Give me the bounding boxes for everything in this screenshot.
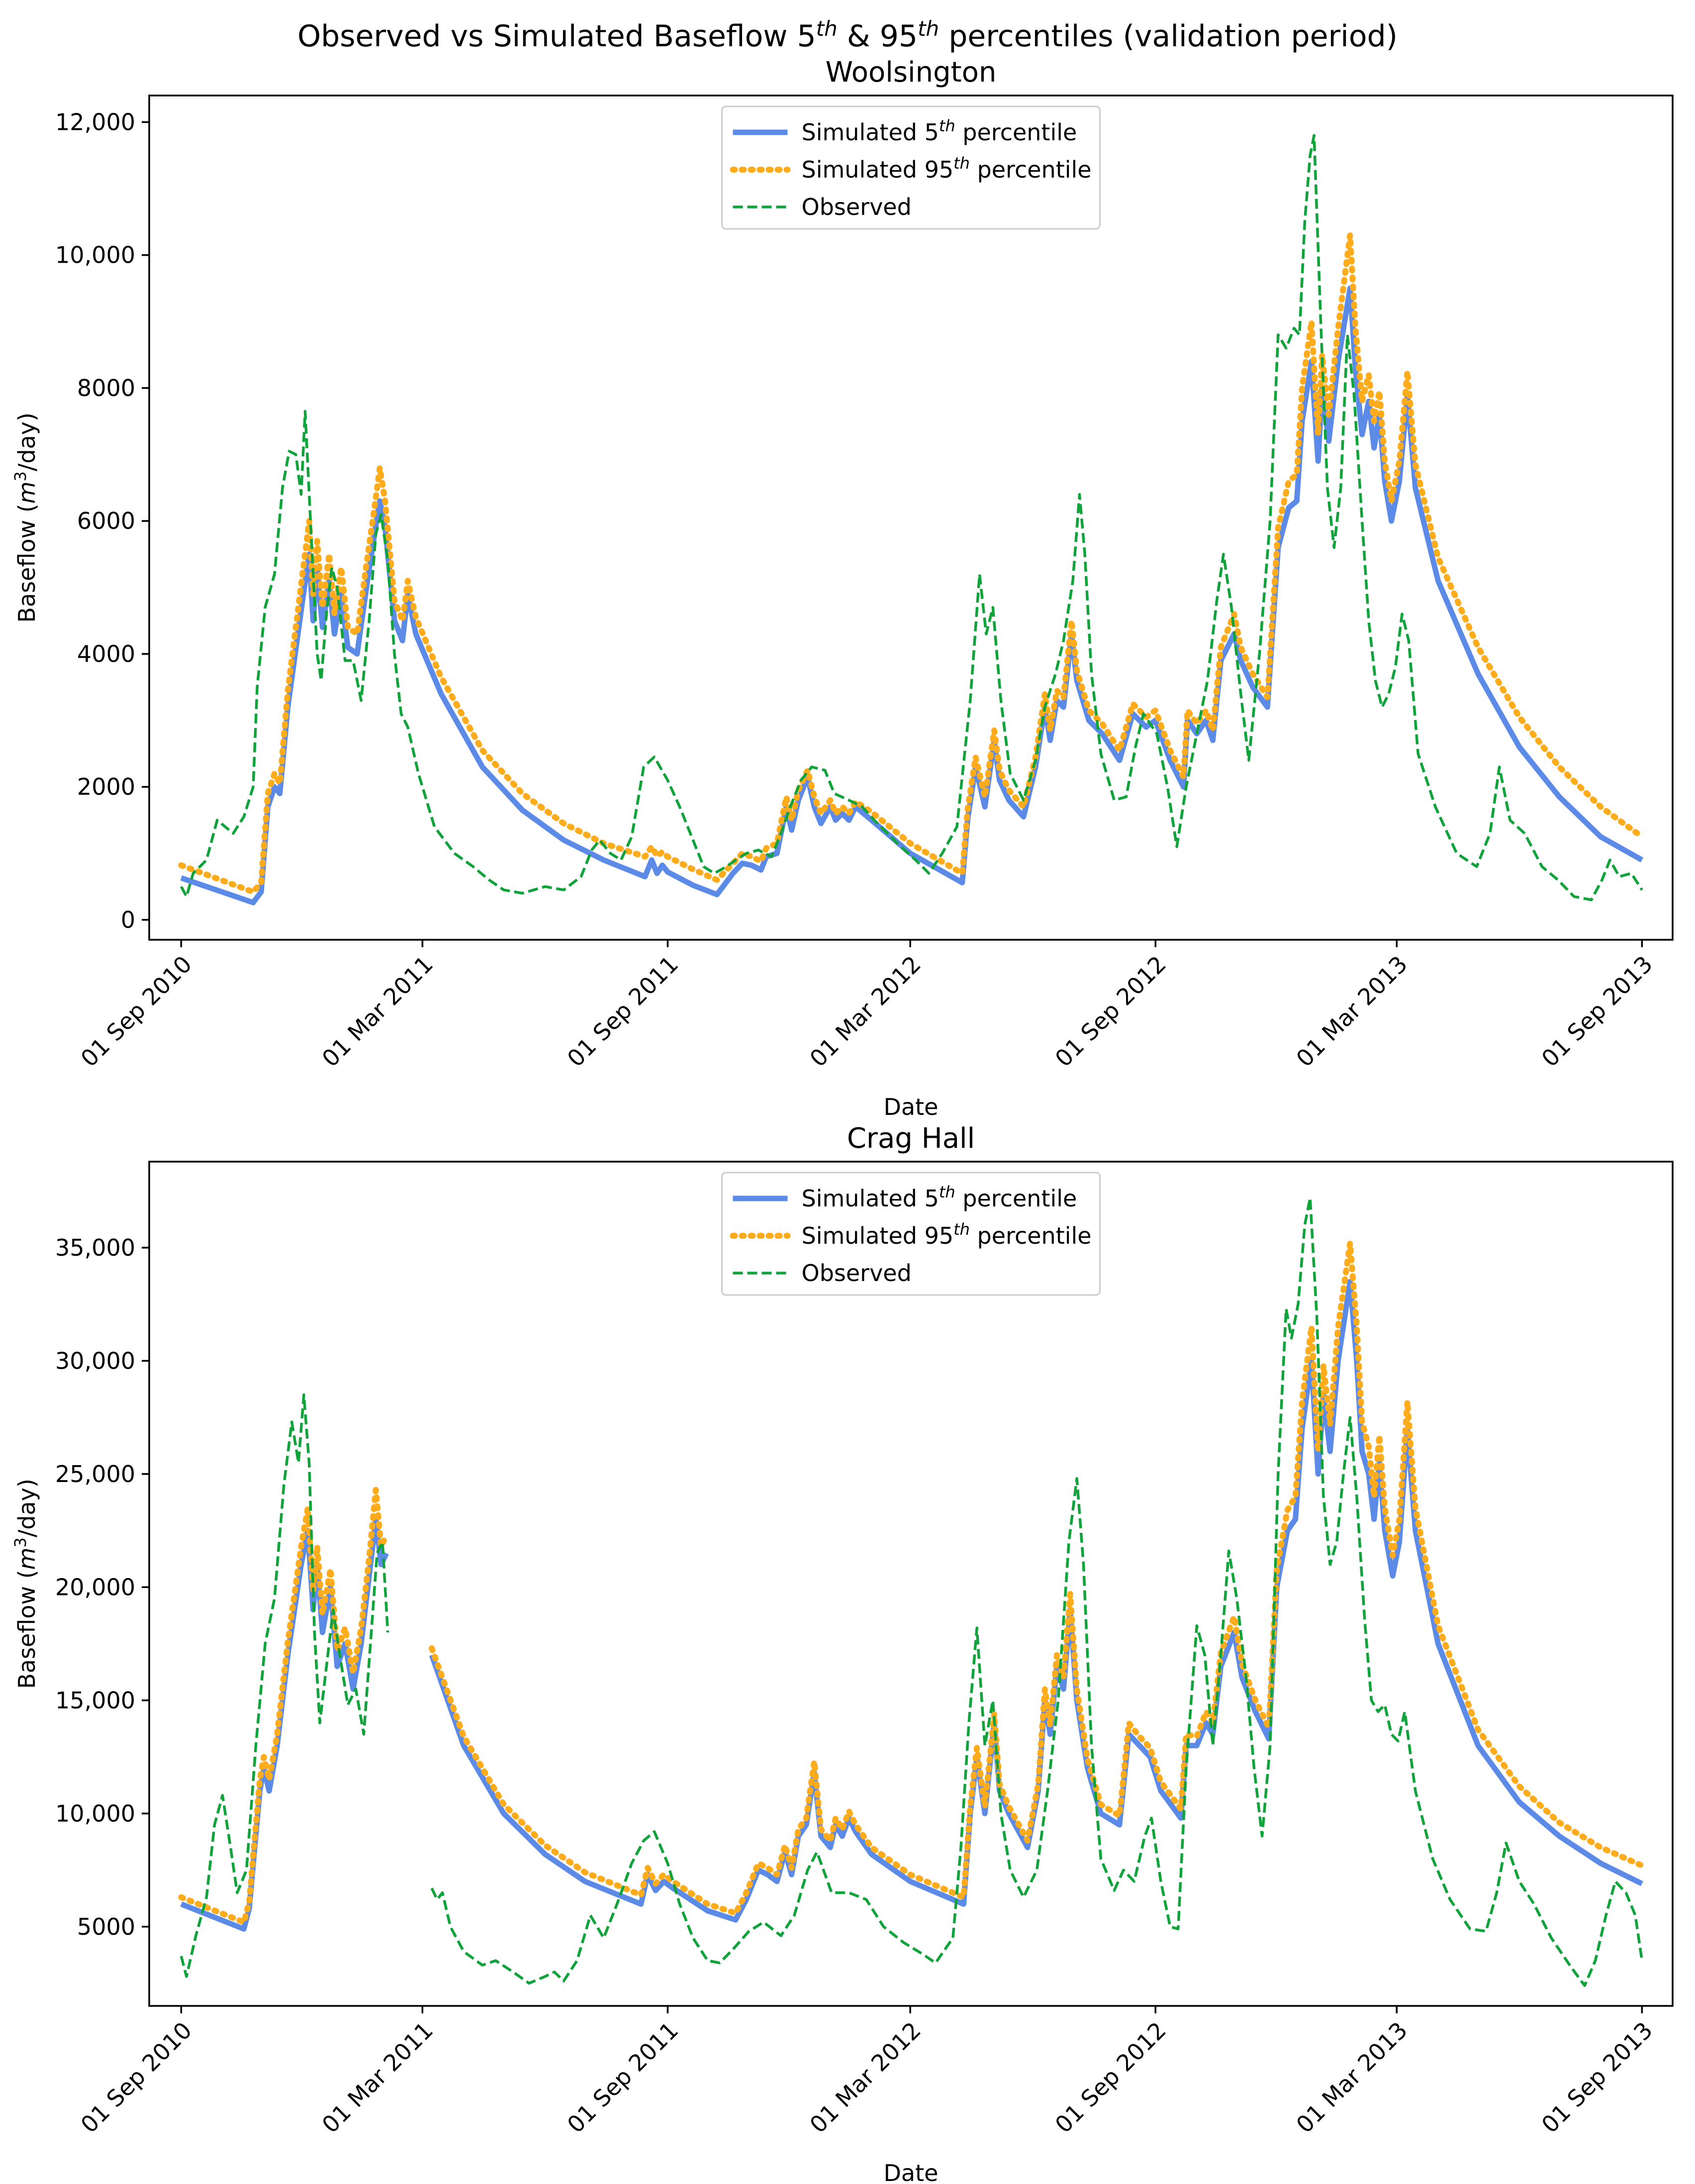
chart-2: Crag Hall 5000 10,000 15,000 20,000 25,000 30,… (11, 1122, 1674, 2184)
x-tick-label: 01 Mar 2011 (317, 951, 438, 1072)
x-tick-label: 01 Sep 2013 (1536, 2017, 1658, 2138)
series-line-observed-seg1 (180, 1393, 389, 1978)
y-axis-label: Baseflow (m3/day) (11, 412, 40, 623)
y-tick-label: 35,000 (55, 1234, 135, 1261)
x-tick-label: 01 Mar 2012 (805, 2017, 926, 2138)
series-line-sim5-seg1 (180, 1516, 389, 1932)
series-line-observed-seg2 (430, 1196, 1644, 1987)
legend-label-sim5: Simulated 5th percentile (802, 116, 1077, 146)
y-tick-label: 8000 (77, 375, 135, 401)
x-tick-label: 01 Sep 2012 (1050, 951, 1171, 1072)
chart-1: Woolsington 0 2000 4000 6000 8000 10,000 12,000… (11, 56, 1674, 1120)
y-tick-label: 6000 (77, 507, 135, 534)
series-group (178, 134, 1645, 905)
series-line-sim5-seg2 (429, 1279, 1643, 1923)
series-line-sim95-seg1 (178, 1487, 389, 1925)
chart-title: Crag Hall (847, 1122, 975, 1155)
y-tick-label: 0 (121, 906, 135, 933)
y-tick-label: 20,000 (55, 1574, 135, 1600)
legend: Simulated 5th percentile Simulated 95th p… (721, 105, 1101, 230)
series-line-observed (180, 134, 1643, 901)
y-tick-label: 15,000 (55, 1687, 135, 1714)
x-tick-label: 01 Sep 2012 (1050, 2017, 1171, 2138)
x-tick-label: 01 Sep 2011 (562, 951, 683, 1072)
chart-title: Woolsington (826, 56, 997, 89)
legend-box (721, 105, 1101, 230)
y-tick-label: 25,000 (55, 1461, 135, 1488)
x-tick-label: 01 Sep 2010 (76, 951, 197, 1072)
x-tick-label: 01 Sep 2013 (1536, 951, 1658, 1072)
y-tick-label: 30,000 (55, 1347, 135, 1374)
x-axis-label: Date (884, 1093, 939, 1120)
legend-label-sim95: Simulated 95th percentile (802, 1220, 1092, 1249)
x-tick-label: 01 Sep 2011 (562, 2017, 683, 2138)
y-tick-label: 10,000 (55, 1800, 135, 1827)
legend-label-sim95: Simulated 95th percentile (802, 154, 1092, 183)
y-tick-label: 2000 (77, 774, 135, 800)
series-group (178, 1196, 1645, 1987)
series-line-sim5 (180, 286, 1644, 905)
y-tick-label: 4000 (77, 640, 135, 667)
y-tick-label: 12,000 (55, 108, 135, 135)
legend: Simulated 5th percentile Simulated 95th p… (721, 1172, 1101, 1296)
y-tick-label: 5000 (77, 1913, 135, 1940)
legend-label-observed: Observed (802, 194, 912, 220)
legend-label-observed: Observed (802, 1260, 912, 1287)
x-tick-label: 01 Sep 2010 (76, 2017, 197, 2138)
x-tick-label: 01 Mar 2011 (317, 2017, 438, 2138)
x-tick-label: 01 Mar 2013 (1291, 951, 1412, 1072)
y-tick-label: 10,000 (55, 242, 135, 269)
x-axis-label: Date (884, 2160, 939, 2184)
legend-label-sim5: Simulated 5th percentile (802, 1183, 1077, 1212)
x-tick-label: 01 Mar 2012 (805, 951, 926, 1072)
y-axis-label: Baseflow (m3/day) (11, 1479, 40, 1689)
legend-box (721, 1172, 1101, 1296)
x-tick-label: 01 Mar 2013 (1291, 2017, 1412, 2138)
series-line-sim95 (178, 232, 1645, 895)
series-line-sim95-seg2 (429, 1240, 1645, 1916)
figure-title: Observed vs Simulated Baseflow 5th & 95t… (297, 16, 1398, 54)
